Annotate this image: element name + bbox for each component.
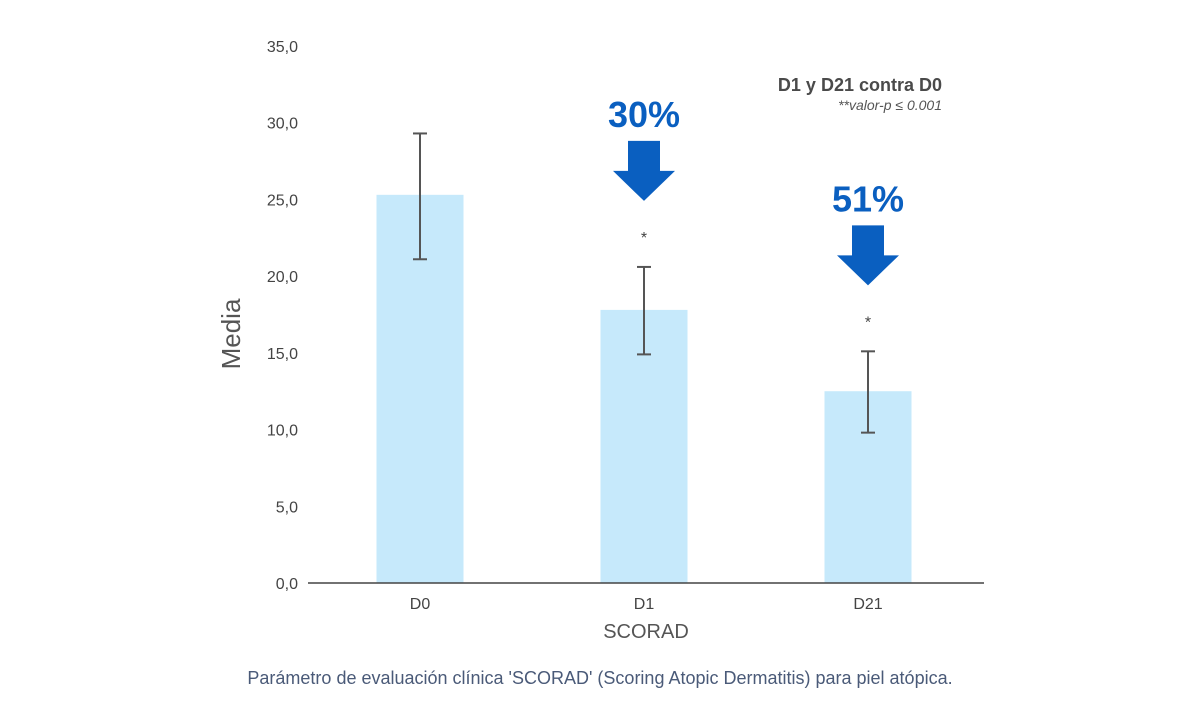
y-tick-label: 35,0	[267, 39, 298, 56]
y-axis-ticks: 0,0 5,0 10,0 15,0 20,0 25,0 30,0 35,0	[267, 39, 298, 593]
comparison-note-title: D1 y D21 contra D0	[778, 75, 942, 95]
error-bars	[413, 132, 875, 434]
y-tick-label: 0,0	[276, 576, 298, 593]
y-tick-label: 20,0	[267, 269, 298, 286]
down-arrow-icon	[613, 140, 675, 201]
x-axis: D0 D1 D21	[308, 582, 984, 613]
error-bar-d21	[861, 350, 875, 434]
bar-d1	[600, 309, 688, 583]
y-tick-label: 25,0	[267, 192, 298, 209]
y-tick-label: 15,0	[267, 346, 298, 363]
chart-caption: Parámetro de evaluación clínica 'SCORAD'…	[247, 668, 953, 688]
error-bar-d1	[637, 265, 651, 356]
y-tick-label: 10,0	[267, 423, 298, 440]
y-tick-label: 5,0	[276, 499, 298, 516]
x-axis-title: SCORAD	[603, 621, 689, 643]
error-bar-d0	[413, 132, 427, 261]
reduction-percentage: 51%	[832, 178, 904, 219]
significance-mark: *	[641, 230, 647, 247]
significance-mark: *	[865, 314, 871, 331]
annotation-d21: * 51%	[832, 178, 904, 331]
y-tick-label: 30,0	[267, 116, 298, 133]
x-tick-label: D1	[634, 596, 655, 613]
annotations: * 30% * 51%	[608, 94, 904, 331]
y-axis-title: Media	[216, 298, 246, 369]
down-arrow-icon	[837, 225, 899, 286]
x-tick-label: D21	[853, 596, 882, 613]
x-tick-label: D0	[410, 596, 431, 613]
bars	[376, 194, 912, 583]
annotation-d1: * 30%	[608, 94, 680, 247]
reduction-percentage: 30%	[608, 94, 680, 135]
p-value-note: **valor-p ≤ 0.001	[838, 97, 942, 113]
